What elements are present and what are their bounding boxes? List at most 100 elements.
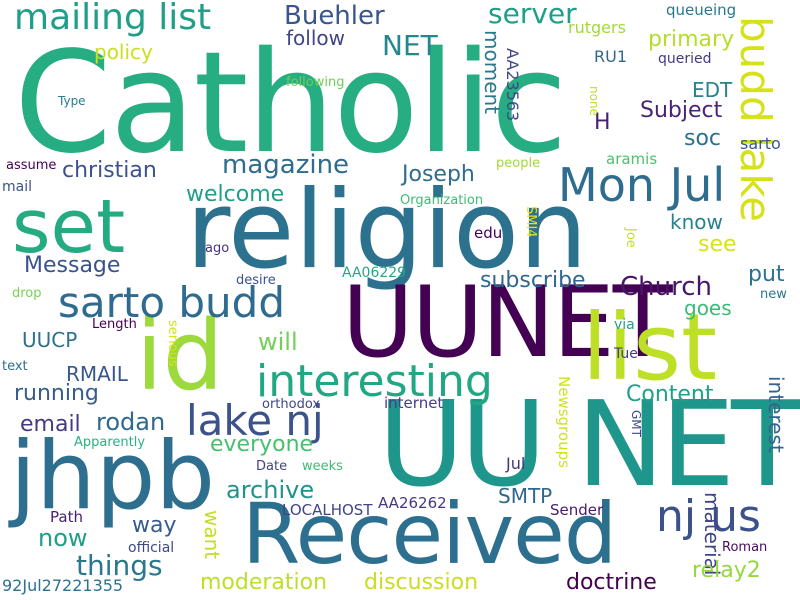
word-received: Received <box>242 485 617 583</box>
word-desire: desire <box>236 273 276 288</box>
word-orthodox: orthodox <box>262 397 321 412</box>
word-ago: ago <box>205 241 230 256</box>
word-magazine: magazine <box>222 150 350 180</box>
word-rmail: RMAIL <box>66 362 128 386</box>
word-tue: Tue <box>614 346 638 362</box>
word-mailing-list: mailing list <box>14 0 212 38</box>
word-roman: Roman <box>722 540 768 555</box>
word-things: things <box>76 549 163 582</box>
word-catholic: Catholic <box>14 22 568 185</box>
word-mon-jul: Mon Jul <box>558 158 726 212</box>
word-queueing: queueing <box>666 1 737 19</box>
word-type: Type <box>58 94 86 108</box>
word-content: Content <box>626 382 714 407</box>
word-id: id <box>136 300 224 412</box>
word-way: way <box>132 513 177 538</box>
word-smi4: SMI4 <box>523 206 538 238</box>
word-follow: follow <box>286 26 345 50</box>
word-people: people <box>496 156 541 171</box>
word-internet: internet <box>384 394 444 412</box>
word-joseph: Joseph <box>402 162 475 187</box>
word-via: via <box>614 317 635 333</box>
word-see: see <box>698 232 737 257</box>
word-apparently: Apparently <box>74 435 146 450</box>
word-want: want <box>200 510 224 560</box>
word-serious: serious <box>165 320 180 367</box>
word-list: list <box>582 294 718 401</box>
word-rutgers: rutgers <box>568 18 626 37</box>
word-smtp: SMTP <box>498 484 553 508</box>
word-edu: edu <box>474 224 503 242</box>
word-none: none <box>587 86 601 116</box>
word-ru1: RU1 <box>594 47 628 66</box>
word-discussion: discussion <box>364 570 479 595</box>
word-rodan: rodan <box>96 408 166 436</box>
word-welcome: welcome <box>186 182 285 207</box>
word-policy: policy <box>94 40 153 64</box>
word-aa06229: AA06229 <box>342 265 407 281</box>
word-aa23563: AA23563 <box>503 48 522 122</box>
word-relay2: relay2 <box>692 558 761 583</box>
word-goes: goes <box>684 296 732 320</box>
word-weeks: weeks <box>302 459 343 474</box>
word-subscribe: subscribe <box>480 268 586 293</box>
word-now: now <box>38 524 88 552</box>
word-nj-us: nj us <box>656 491 761 542</box>
word-length: Length <box>92 317 137 332</box>
word-doctrine: doctrine <box>566 570 657 595</box>
word-message: Message <box>24 253 121 278</box>
word-new: new <box>760 287 787 302</box>
word-gmt: GMT <box>629 410 643 437</box>
word-sarto-budd: sarto budd <box>58 278 286 327</box>
word-buehler: Buehler <box>284 1 385 31</box>
word-moderation: moderation <box>200 570 328 595</box>
word-will: will <box>258 328 298 356</box>
word-budd-lake: budd lake <box>731 16 780 223</box>
word-christian: christian <box>62 158 157 183</box>
word-interest: interest <box>764 376 788 453</box>
word-moment: moment <box>480 30 504 115</box>
word-uunet: UUNET <box>342 266 673 380</box>
word-sarto: sarto <box>740 134 781 153</box>
word-uucp: UUCP <box>22 328 78 352</box>
word-set: set <box>12 184 126 270</box>
word-church: Church <box>620 272 713 302</box>
word-92jul27221355: 92Jul27221355 <box>2 576 124 595</box>
word-lake-nj: lake nj <box>186 396 324 445</box>
word-archive: archive <box>226 476 315 504</box>
word-primary: primary <box>648 27 735 52</box>
word-soc: soc <box>684 126 722 151</box>
word-put: put <box>748 262 785 287</box>
word-joe: Joe <box>623 228 638 248</box>
word-running: running <box>14 381 99 406</box>
word-aramis: aramis <box>606 150 658 168</box>
word-net: NET <box>382 29 438 62</box>
word-drop: drop <box>12 286 42 301</box>
word-text: text <box>2 359 28 374</box>
word-everyone: everyone <box>210 432 314 457</box>
word-religion: religion <box>186 168 588 293</box>
word-path: Path <box>50 508 83 526</box>
word-queried: queried <box>658 51 712 67</box>
word-email: email <box>20 412 81 437</box>
word-mail: mail <box>2 179 32 195</box>
word-organization: Organization <box>400 193 484 208</box>
word-assume: assume <box>6 158 57 173</box>
word-sender: Sender <box>550 501 604 519</box>
word-subject: Subject <box>640 98 723 123</box>
word-newsgroups: Newsgroups <box>555 376 573 468</box>
word-know: know <box>670 210 723 234</box>
word-localhost: LOCALHOST <box>282 501 373 519</box>
word-server: server <box>488 0 577 30</box>
word-material: material <box>700 492 724 576</box>
word-official: official <box>128 540 175 556</box>
word-following: following <box>286 75 345 90</box>
word-h: H <box>594 110 611 135</box>
word-interesting: interesting <box>256 356 493 407</box>
word-date: Date <box>256 459 288 474</box>
word-jhpb: jhpb <box>10 422 216 531</box>
word-edt: EDT <box>692 78 733 102</box>
word-aa26262: AA26262 <box>378 494 447 512</box>
word-jul: Jul <box>506 454 526 473</box>
